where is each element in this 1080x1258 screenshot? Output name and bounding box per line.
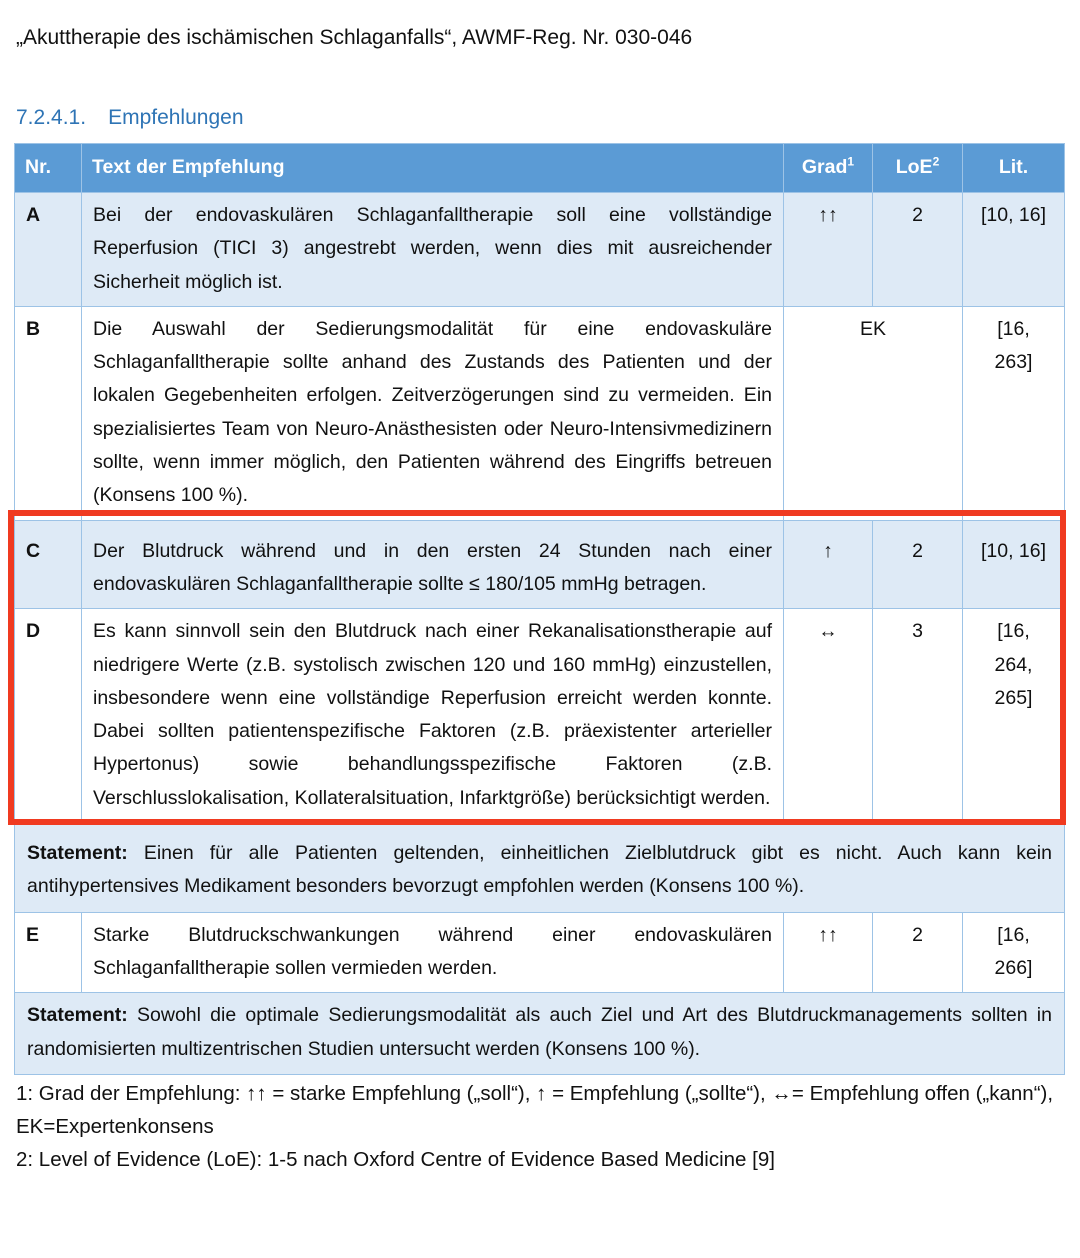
row-loe: 2 [872,192,963,307]
row-lit: [10, 16] [962,519,1065,610]
row-nr: C [14,519,82,610]
row-text: Die Auswahl der Sedierungsmodalität für … [81,305,784,521]
table-row: E Starke Blutdruckschwankungen während e… [14,911,1065,994]
row-grad: ↑↑ [783,192,873,307]
table-header: Nr. Text der Empfehlung Grad1 LoE2 Lit. [14,143,1065,193]
footnotes: 1: Grad der Empfehlung: ↑↑ = starke Empf… [16,1077,1066,1176]
row-loe: 2 [872,911,963,994]
row-nr: B [14,305,82,521]
header-grad-label: Grad [801,156,848,179]
header-text: Text der Empfehlung [81,143,784,193]
header-grad: Grad1 [783,143,873,193]
statement-label: Statement: [27,1004,128,1027]
row-grad: ↑↑ [783,911,873,994]
statement-text: Einen für alle Patienten geltenden, einh… [27,842,1052,898]
table-row: B Die Auswahl der Sedierungsmodalität fü… [14,305,1065,521]
table-row: C Der Blutdruck während und in den erste… [14,519,1065,610]
row-grad-loe: EK [783,305,963,521]
row-lit: [16, 263] [962,305,1065,521]
row-text: Der Blutdruck während und in den ersten … [81,519,784,610]
footnote-1: 1: Grad der Empfehlung: ↑↑ = starke Empf… [16,1081,1054,1138]
recommendations-table: Nr. Text der Empfehlung Grad1 LoE2 Lit. … [14,143,1065,1075]
header-lit: Lit. [962,143,1065,193]
statement-label: Statement: [27,842,128,865]
row-nr: D [14,608,82,824]
row-text: Es kann sinnvoll sein den Blutdruck nach… [81,608,784,824]
footnote-ref: 2 [932,154,940,169]
row-lit: [16, 264, 265] [962,608,1065,824]
row-loe: 2 [872,519,963,610]
row-nr: E [14,911,82,994]
footnote-ref: 1 [847,154,855,169]
row-text: Starke Blutdruckschwankungen während ein… [81,911,784,994]
document-title: „Akuttherapie des ischämischen Schlaganf… [16,26,693,49]
row-lit: [16, 266] [962,911,1065,994]
row-nr: A [14,192,82,307]
table-row: A Bei der endovaskulären Schlaganfallthe… [14,192,1065,307]
section-heading: 7.2.4.1. Empfehlungen [16,106,244,130]
statement: Statement: Sowohl die optimale Sedierung… [14,992,1065,1075]
statement-row: Statement: Einen für alle Patienten gelt… [14,822,1065,913]
header-nr: Nr. [14,143,82,193]
row-lit: [10, 16] [962,192,1065,307]
section-title: Empfehlungen [108,106,244,129]
row-loe: 3 [872,608,963,824]
row-grad: ↑ [783,519,873,610]
header-loe-label: LoE [895,156,933,179]
header-loe: LoE2 [872,143,963,193]
section-number: 7.2.4.1. [16,106,87,129]
row-grad: ↔ [783,608,873,824]
table-row: D Es kann sinnvoll sein den Blutdruck na… [14,608,1065,824]
row-text: Bei der endovaskulären Schlaganfallthera… [81,192,784,307]
statement: Statement: Einen für alle Patienten gelt… [14,822,1065,913]
footnote-2: 2: Level of Evidence (LoE): 1-5 nach Oxf… [16,1147,775,1171]
statement-row: Statement: Sowohl die optimale Sedierung… [14,992,1065,1075]
statement-text: Sowohl die optimale Sedierungsmodalität … [27,1004,1052,1060]
